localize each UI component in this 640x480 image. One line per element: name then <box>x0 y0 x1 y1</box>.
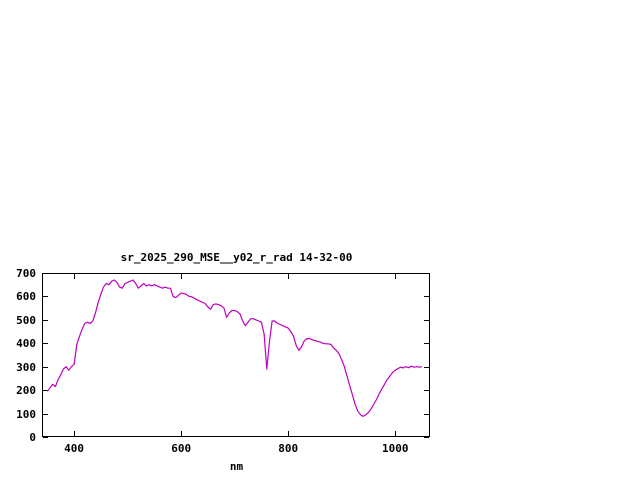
x-tick-label: 1000 <box>381 442 409 455</box>
y-tick-label: 700 <box>16 267 36 280</box>
x-tick-label: 400 <box>64 442 85 455</box>
chart-title: sr_2025_290_MSE__y02_r_rad 14-32-00 <box>120 251 353 264</box>
plot-border <box>42 273 430 437</box>
y-tick-label: 0 <box>29 431 36 444</box>
x-tick-label: 600 <box>171 442 192 455</box>
y-tick-label: 300 <box>16 360 36 374</box>
spectrum-line <box>46 279 423 417</box>
y-tick-label: 500 <box>16 313 36 327</box>
y-tick-label: 200 <box>16 384 36 398</box>
x-axis-label: nm <box>229 460 244 473</box>
y-tick-label: 400 <box>16 337 36 351</box>
plot-area <box>42 273 430 438</box>
x-tick-label: 800 <box>278 442 299 455</box>
y-tick-label: 100 <box>16 407 36 421</box>
y-tick-label: 600 <box>16 290 36 304</box>
